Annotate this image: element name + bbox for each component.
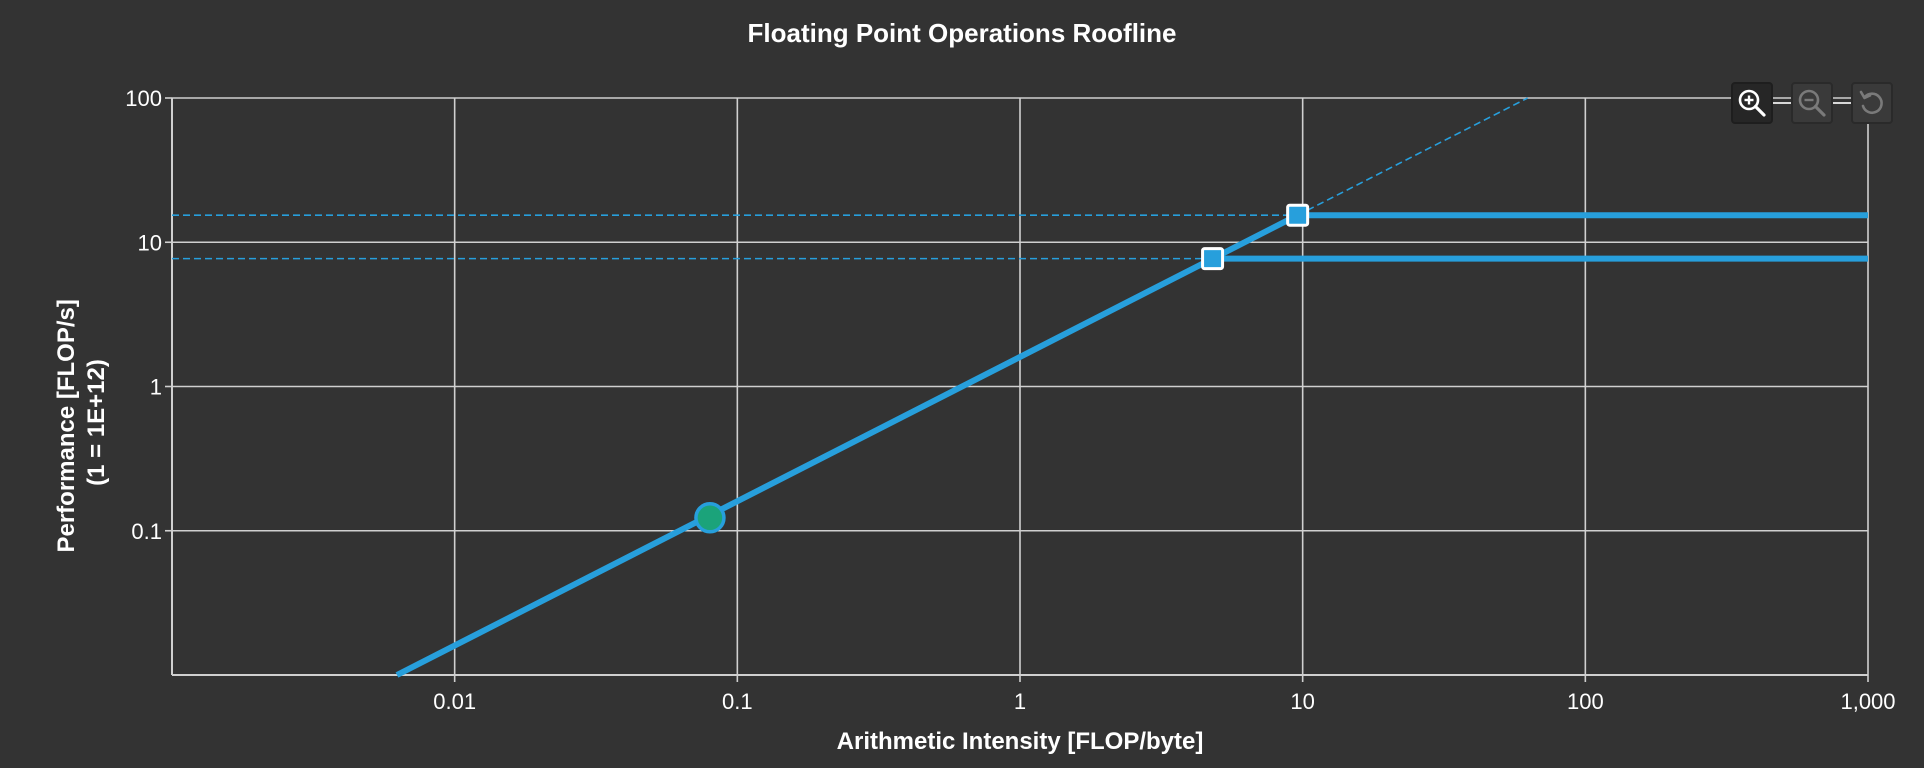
ridge-point-marker [1286, 203, 1310, 227]
axes [165, 97, 1869, 682]
x-tick-label: 1 [1014, 689, 1026, 714]
reset-zoom-button[interactable] [1851, 82, 1893, 124]
tick-labels: 0.01 0.1 1 10 100 1,000 0.1 1 10 100 [125, 86, 1895, 714]
zoom-out-button[interactable] [1791, 82, 1833, 124]
y-tick-label: 100 [125, 86, 162, 111]
x-tick-label: 10 [1290, 689, 1314, 714]
chart-title: Floating Point Operations Roofline [747, 18, 1177, 48]
memory-bandwidth-roof [395, 212, 1300, 678]
ridge-point-marker [1201, 247, 1225, 271]
y-axis-title: Performance [FLOP/s] (1 = 1E+12) [53, 292, 110, 552]
reset-icon [1859, 90, 1883, 114]
grid [172, 97, 1869, 675]
y-axis-title-line-1: Performance [FLOP/s] [53, 299, 80, 552]
y-axis-title-line-2: (1 = 1E+12) [83, 359, 110, 486]
roofline-series [172, 97, 1868, 678]
y-tick-label: 10 [138, 230, 162, 255]
zoom-out-icon [1798, 89, 1826, 117]
memory-roof-dashed-extension [1297, 97, 1528, 216]
x-tick-label: 0.1 [722, 689, 753, 714]
zoom-in-button[interactable] [1731, 82, 1773, 124]
toolbar-separator [1773, 102, 1791, 104]
x-tick-label: 100 [1567, 689, 1604, 714]
kernel-point [694, 502, 726, 534]
zoom-in-icon [1738, 89, 1766, 117]
y-tick-label: 1 [150, 375, 162, 400]
chart-toolbar [1731, 81, 1893, 125]
x-tick-label: 0.01 [433, 689, 476, 714]
x-tick-label: 1,000 [1840, 689, 1895, 714]
x-axis-title: Arithmetic Intensity [FLOP/byte] [837, 728, 1204, 755]
toolbar-separator [1833, 102, 1851, 104]
y-tick-label: 0.1 [131, 519, 162, 544]
